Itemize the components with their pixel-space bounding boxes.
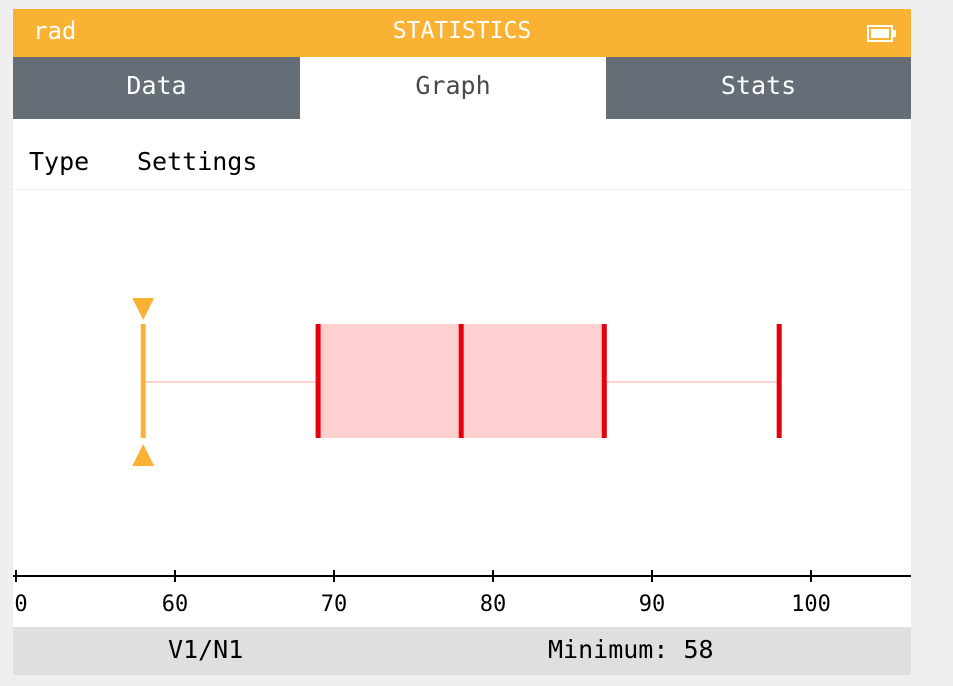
tick-label: 60 xyxy=(161,592,189,617)
box-plot-area[interactable]: 0 60 70 80 90 100 xyxy=(13,190,911,630)
selected-stat: Minimum: 58 xyxy=(548,635,714,664)
tick-label: 100 xyxy=(791,592,831,617)
tick-label: 80 xyxy=(479,592,507,617)
graph-options-bar: Type Settings xyxy=(13,119,911,190)
tick-label: 90 xyxy=(638,592,666,617)
tab-data[interactable]: Data xyxy=(126,71,187,100)
x-axis-ticks xyxy=(15,570,812,582)
tick-label: 0 xyxy=(14,592,28,617)
type-button[interactable]: Type xyxy=(29,147,90,176)
cursor-up-arrow-icon xyxy=(132,444,155,466)
title-bar: rad STATISTICS xyxy=(13,9,911,57)
box-plot-chart xyxy=(13,298,911,582)
cursor-down-arrow-icon xyxy=(132,298,155,320)
tab-graph[interactable]: Graph xyxy=(300,57,606,119)
series-name: V1/N1 xyxy=(168,635,244,664)
tab-bar: Data Graph Stats xyxy=(13,57,911,119)
app-title: STATISTICS xyxy=(392,18,532,44)
status-bar: V1/N1 Minimum: 58 xyxy=(13,627,911,675)
angle-unit-indicator: rad xyxy=(33,17,77,45)
battery-full-icon xyxy=(867,25,897,42)
stat-value: 58 xyxy=(683,635,714,664)
settings-button[interactable]: Settings xyxy=(137,147,258,176)
calculator-screen: rad STATISTICS Data Graph Stats Type Set… xyxy=(13,9,911,675)
tab-stats[interactable]: Stats xyxy=(720,71,797,100)
tick-label: 70 xyxy=(320,592,348,617)
stat-label: Minimum: xyxy=(548,635,669,664)
